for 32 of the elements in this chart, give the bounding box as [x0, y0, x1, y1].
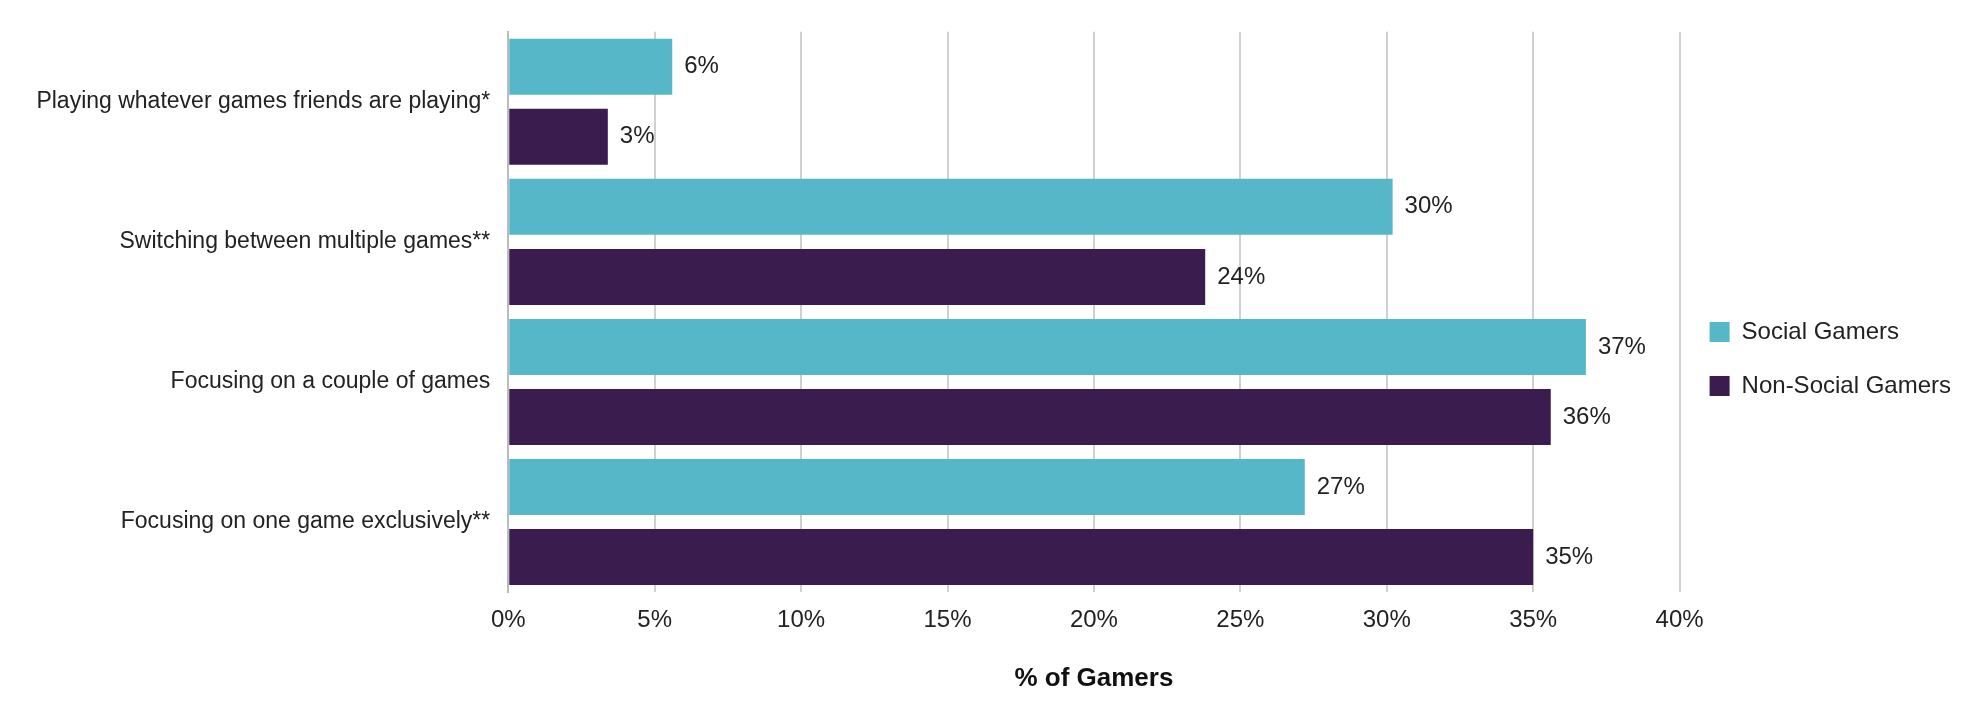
y-tick-label: Focusing on a couple of games [170, 367, 491, 394]
x-tick-label: 20% [1069, 605, 1118, 633]
x-tick-label: 35% [1509, 605, 1558, 633]
data-label: 36% [1562, 401, 1611, 429]
x-tick-label: 40% [1655, 605, 1704, 633]
x-tick-label: 0% [490, 605, 526, 633]
bar [509, 178, 1393, 235]
x-tick-label: 25% [1216, 605, 1265, 633]
x-tick-label: 30% [1362, 605, 1411, 633]
bar [509, 528, 1534, 585]
data-label: 24% [1217, 261, 1266, 289]
data-label: 3% [619, 121, 655, 149]
x-tick-label: 15% [923, 605, 972, 633]
bar [509, 388, 1551, 445]
x-tick-label: 10% [777, 605, 826, 633]
bar [509, 38, 673, 95]
y-tick-label: Switching between multiple games** [119, 227, 491, 254]
data-label: 6% [684, 51, 719, 79]
bar [509, 458, 1305, 515]
legend-label: Non-Social Gamers [1741, 370, 1951, 398]
bar [509, 318, 1586, 375]
x-tick-label: 5% [637, 605, 673, 633]
y-tick-label: Focusing on one game exclusively** [120, 507, 491, 534]
data-label: 27% [1316, 471, 1365, 499]
y-tick-label: Playing whatever games friends are playing* [36, 87, 491, 114]
data-label: 30% [1404, 191, 1453, 219]
x-axis-title: % of Gamers [1014, 661, 1174, 692]
bar [509, 108, 608, 165]
data-label: 35% [1545, 541, 1594, 569]
legend-label: Social Gamers [1741, 316, 1899, 344]
bar [509, 248, 1206, 305]
data-label: 37% [1597, 331, 1646, 359]
